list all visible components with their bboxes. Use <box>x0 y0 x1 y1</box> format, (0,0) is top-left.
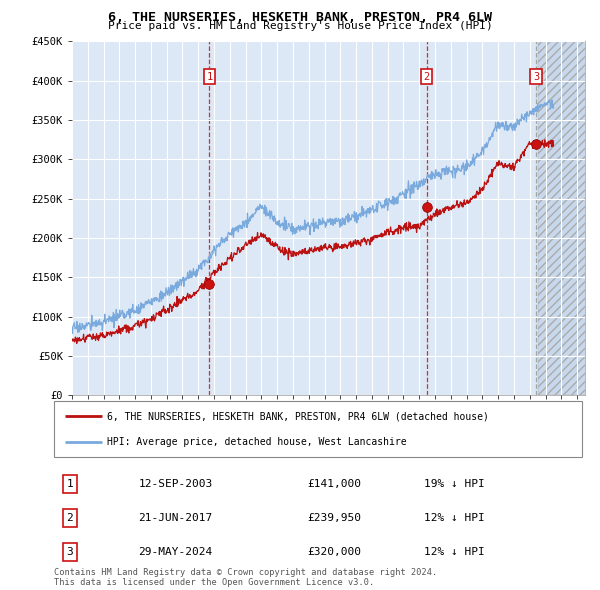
Text: 12-SEP-2003: 12-SEP-2003 <box>139 479 213 489</box>
Text: 21-JUN-2017: 21-JUN-2017 <box>139 513 213 523</box>
Text: 2: 2 <box>424 72 430 81</box>
Text: £141,000: £141,000 <box>307 479 361 489</box>
Text: 1: 1 <box>206 72 212 81</box>
Text: 12% ↓ HPI: 12% ↓ HPI <box>424 547 484 557</box>
Text: £320,000: £320,000 <box>307 547 361 557</box>
Text: Contains HM Land Registry data © Crown copyright and database right 2024.: Contains HM Land Registry data © Crown c… <box>54 568 437 576</box>
Text: This data is licensed under the Open Government Licence v3.0.: This data is licensed under the Open Gov… <box>54 578 374 587</box>
Text: 29-MAY-2024: 29-MAY-2024 <box>139 547 213 557</box>
Text: 1: 1 <box>67 479 73 489</box>
FancyBboxPatch shape <box>54 401 582 457</box>
Text: £239,950: £239,950 <box>307 513 361 523</box>
Text: 6, THE NURSERIES, HESKETH BANK, PRESTON, PR4 6LW: 6, THE NURSERIES, HESKETH BANK, PRESTON,… <box>108 11 492 24</box>
Text: 3: 3 <box>67 547 73 557</box>
Text: 2: 2 <box>67 513 73 523</box>
Text: HPI: Average price, detached house, West Lancashire: HPI: Average price, detached house, West… <box>107 437 406 447</box>
Text: Price paid vs. HM Land Registry's House Price Index (HPI): Price paid vs. HM Land Registry's House … <box>107 21 493 31</box>
Text: 19% ↓ HPI: 19% ↓ HPI <box>424 479 484 489</box>
Text: 12% ↓ HPI: 12% ↓ HPI <box>424 513 484 523</box>
Text: 3: 3 <box>533 72 539 81</box>
Text: 6, THE NURSERIES, HESKETH BANK, PRESTON, PR4 6LW (detached house): 6, THE NURSERIES, HESKETH BANK, PRESTON,… <box>107 411 488 421</box>
